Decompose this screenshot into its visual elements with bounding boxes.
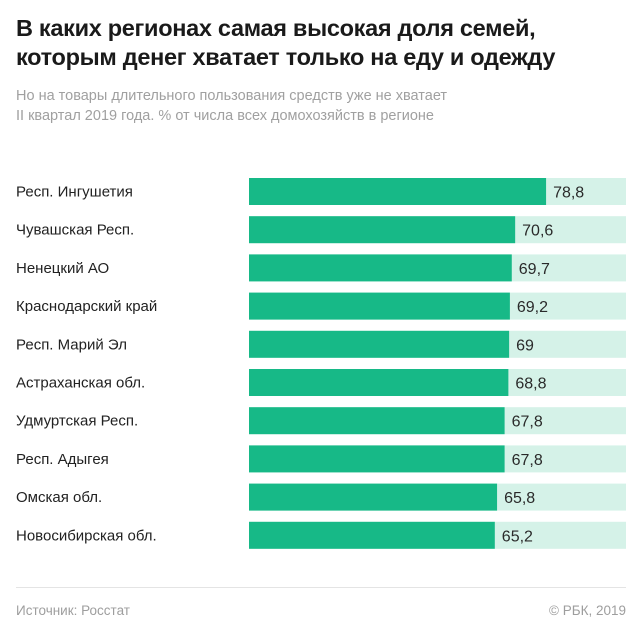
value-label: 69,2 xyxy=(517,299,548,316)
category-label: Новосибирская обл. xyxy=(16,527,157,544)
category-label: Ненецкий АО xyxy=(16,260,109,277)
value-label: 65,8 xyxy=(504,490,535,507)
value-label: 78,8 xyxy=(553,185,584,202)
copyright-note: © РБК, 2019 xyxy=(549,603,626,618)
bar xyxy=(249,483,498,511)
category-label: Удмуртская Респ. xyxy=(16,413,138,430)
chart-title-line-1: В каких регионах самая высокая доля семе… xyxy=(16,15,536,41)
chart-title-line-2: которым денег хватает только на еду и од… xyxy=(16,44,556,70)
category-label: Краснодарский край xyxy=(16,298,157,315)
chart-subtitle: Но на товары длительного пользования сре… xyxy=(16,86,626,126)
category-label: Респ. Адыгея xyxy=(16,451,109,468)
bar xyxy=(249,369,509,396)
bar-row: Краснодарский край 69,2 xyxy=(16,292,626,320)
bar xyxy=(249,445,505,473)
category-label: Респ. Ингушетия xyxy=(16,184,133,201)
value-label: 65,2 xyxy=(502,528,533,545)
bar xyxy=(249,216,516,244)
bar-row: Новосибирская обл. 65,2 xyxy=(16,521,626,549)
chart-subtitle-line-2: II квартал 2019 года. % от числа всех до… xyxy=(16,108,434,124)
value-label: 68,8 xyxy=(515,376,546,393)
bar xyxy=(249,330,510,358)
bar-row: Астраханская обл. 68,8 xyxy=(16,369,626,396)
bar-row: Ненецкий АО 69,7 xyxy=(16,254,626,282)
value-label: 69 xyxy=(516,337,534,354)
bar-row: Респ. Адыгея 67,8 xyxy=(16,445,626,473)
category-label: Респ. Марий Эл xyxy=(16,336,127,353)
source-note: Источник: Росстат xyxy=(16,603,130,618)
chart-title: В каких регионах самая высокая доля семе… xyxy=(16,14,626,72)
bar-row: Удмуртская Респ. 67,8 xyxy=(16,407,626,435)
bar xyxy=(249,254,512,282)
category-label: Омская обл. xyxy=(16,489,102,506)
bar-row: Респ. Ингушетия 78,8 xyxy=(16,178,626,205)
value-label: 70,6 xyxy=(522,223,553,240)
bar-row: Респ. Марий Эл 69 xyxy=(16,330,626,358)
bar xyxy=(249,407,505,435)
bar xyxy=(249,178,547,205)
footer-divider xyxy=(16,587,626,588)
chart-subtitle-line-1: Но на товары длительного пользования сре… xyxy=(16,88,448,104)
value-label: 67,8 xyxy=(512,452,543,469)
category-label: Астраханская обл. xyxy=(16,375,145,392)
bar-row: Омская обл. 65,8 xyxy=(16,483,626,511)
bar xyxy=(249,292,510,320)
bar xyxy=(249,521,495,549)
value-label: 67,8 xyxy=(512,414,543,431)
category-label: Чувашская Респ. xyxy=(16,222,134,239)
bar-row: Чувашская Респ. 70,6 xyxy=(16,216,626,244)
value-label: 69,7 xyxy=(519,261,550,278)
